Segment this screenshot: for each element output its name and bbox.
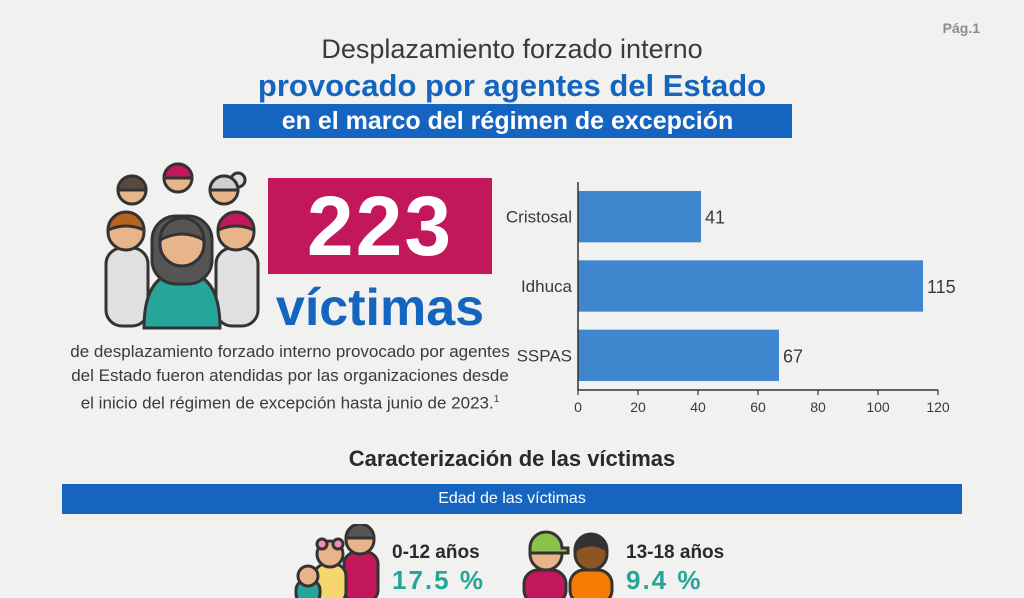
section-title: Caracterización de las víctimas [348, 446, 676, 471]
category-label-sspas: SSPAS [517, 346, 572, 365]
age-range-13-18: 13-18 años [626, 542, 725, 563]
age-range-0-12: 0-12 años [392, 542, 480, 563]
age-percent-13-18: 9.4 % [626, 565, 703, 595]
description-text: de desplazamiento forzado interno provoc… [70, 342, 510, 413]
crowd-illustration-icon [104, 162, 260, 330]
x-tick-label: 0 [574, 399, 582, 415]
x-tick-label: 120 [926, 399, 950, 415]
age-band: Edad de las víctimas [62, 484, 962, 514]
footnote-marker: 1 [493, 394, 500, 405]
teens-icon [522, 530, 614, 598]
bar-sspas [578, 329, 779, 381]
age-percent-0-12: 17.5 % [392, 565, 485, 595]
x-tick-label: 20 [630, 399, 646, 415]
title-line-2: provocado por agentes del Estado [257, 68, 767, 103]
page-number: Pág.1 [942, 20, 980, 36]
x-tick-label: 100 [866, 399, 890, 415]
victim-count: 223 [268, 178, 492, 274]
category-label-idhuca: Idhuca [521, 277, 573, 296]
title-line-1: Desplazamiento forzado interno [321, 34, 703, 64]
victims-description: de desplazamiento forzado interno provoc… [70, 340, 510, 416]
value-label-sspas: 67 [783, 346, 803, 366]
value-label-idhuca: 115 [927, 277, 956, 297]
value-label-cristosal: 41 [705, 208, 725, 228]
x-tick-label: 60 [750, 399, 766, 415]
organizations-bar-chart: Cristosal 41 Idhuca 115 SSPAS 67 0 20 40 60 80 100 1… [506, 182, 956, 415]
x-tick-label: 40 [690, 399, 706, 415]
x-tick-label: 80 [810, 399, 826, 415]
children-icon [294, 524, 380, 598]
category-label-cristosal: Cristosal [506, 208, 572, 227]
victims-word: víctimas [275, 279, 485, 337]
title-line-3: en el marco del régimen de excepción [223, 104, 792, 138]
bar-idhuca [578, 260, 923, 312]
bar-cristosal [578, 191, 701, 243]
